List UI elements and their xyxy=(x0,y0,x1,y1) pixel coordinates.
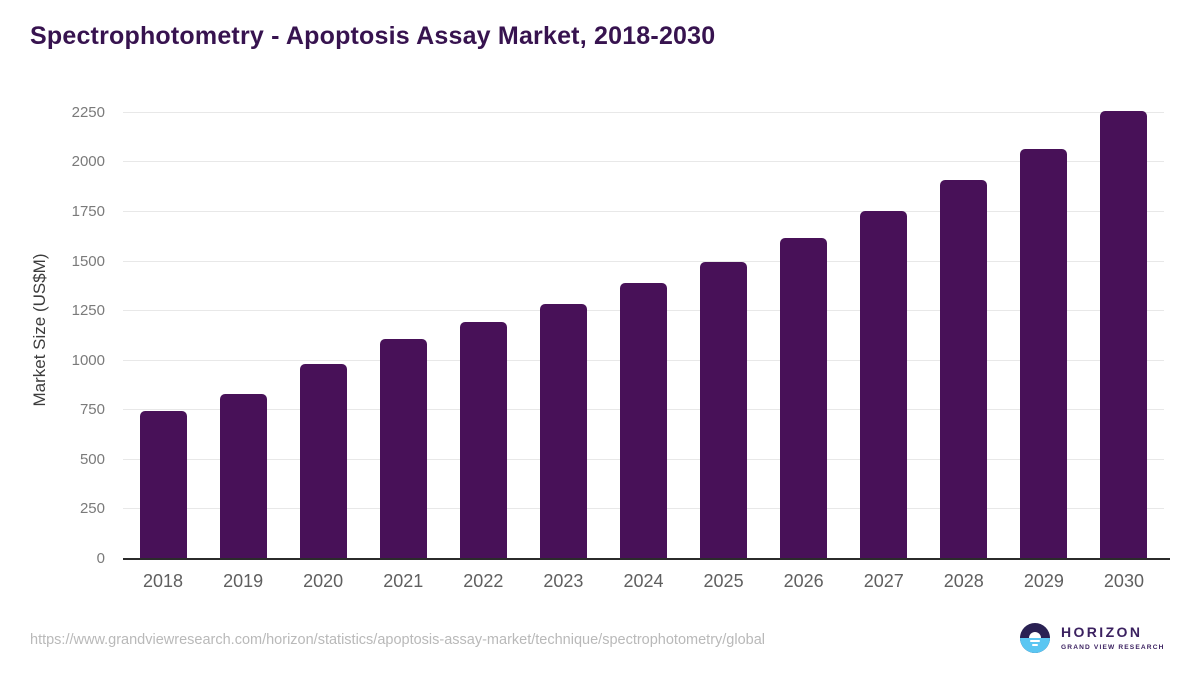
gridline xyxy=(123,161,1164,163)
y-tick-label: 1750 xyxy=(71,203,105,221)
x-tick-label: 2030 xyxy=(1103,571,1144,591)
plot-area: 2018 2019 2020 2021 2022 2023 2024 2025 2026 2027… xyxy=(123,100,1170,591)
y-tick-label: 750 xyxy=(79,401,105,419)
x-tick-label: 2019 xyxy=(223,571,264,591)
bar-2022[interactable] xyxy=(459,322,507,559)
sun-reflection-line xyxy=(1032,644,1038,646)
sun-reflection-line xyxy=(1030,640,1040,642)
source-url: https://www.grandviewresearch.com/horizo… xyxy=(30,632,766,648)
x-tick-label: 2029 xyxy=(1023,571,1064,591)
logo-tagline: GRAND VIEW RESEARCH xyxy=(1061,643,1165,651)
y-tick-label: 1000 xyxy=(71,351,105,369)
bar-2020[interactable] xyxy=(299,363,347,559)
y-tick-label: 2000 xyxy=(71,153,105,171)
x-tick-label: 2026 xyxy=(783,571,824,591)
x-tick-label: 2028 xyxy=(943,571,984,591)
bar-2024[interactable] xyxy=(620,283,667,559)
bar-2030[interactable] xyxy=(1100,110,1148,559)
bar-2018[interactable] xyxy=(139,411,187,559)
x-axis-line xyxy=(123,558,1170,560)
bar-2027[interactable] xyxy=(860,211,908,559)
bar-2028[interactable] xyxy=(940,180,988,559)
sun-icon xyxy=(1029,632,1041,638)
gridline xyxy=(123,111,1164,113)
x-tick-label: 2020 xyxy=(303,571,344,591)
footer: https://www.grandviewresearch.com/horizo… xyxy=(0,612,1200,675)
logo-text: HORIZON GRAND VIEW RESEARCH xyxy=(1061,624,1165,651)
horizon-logo: HORIZON GRAND VIEW RESEARCH xyxy=(1020,623,1165,653)
y-tick-label: 1250 xyxy=(71,302,105,320)
bar-2019[interactable] xyxy=(219,394,267,559)
x-tick-label: 2025 xyxy=(703,571,744,591)
y-tick-label: 0 xyxy=(96,550,105,567)
x-tick-label: 2024 xyxy=(623,571,664,591)
x-tick-label: 2027 xyxy=(863,571,904,591)
x-tick-label: 2023 xyxy=(543,571,584,591)
x-tick-label: 2022 xyxy=(463,571,504,591)
bar-2029[interactable] xyxy=(1020,148,1068,559)
bar-2026[interactable] xyxy=(780,237,828,559)
y-tick-label: 2250 xyxy=(71,103,105,121)
y-tick-label: 250 xyxy=(79,500,105,518)
y-tick-label: 500 xyxy=(79,450,105,468)
chart-title: Spectrophotometry - Apoptosis Assay Mark… xyxy=(30,22,716,50)
gridline xyxy=(123,260,1164,262)
bar-2021[interactable] xyxy=(379,338,427,559)
logo-wordmark: HORIZON xyxy=(1061,624,1143,641)
gridline xyxy=(123,211,1164,213)
x-tick-label: 2018 xyxy=(143,571,184,591)
x-tick-label: 2021 xyxy=(383,571,424,591)
y-tick-label: 1500 xyxy=(71,252,105,270)
horizon-logo-icon xyxy=(1020,623,1050,653)
y-axis-title: Market Size (US$M) xyxy=(30,253,49,407)
bar-2023[interactable] xyxy=(539,304,587,559)
bar-2025[interactable] xyxy=(700,261,748,559)
